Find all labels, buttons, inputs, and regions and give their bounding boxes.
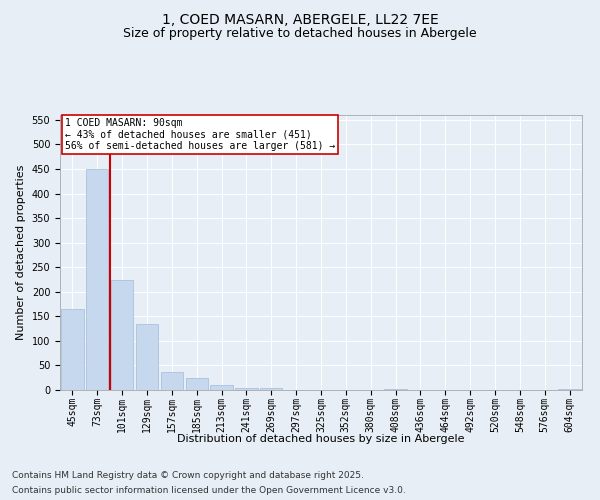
Bar [260,388,283,390]
Y-axis label: Number of detached properties: Number of detached properties [16,165,26,340]
Bar [86,169,109,390]
Text: 1 COED MASARN: 90sqm
← 43% of detached houses are smaller (451)
56% of semi-deta: 1 COED MASARN: 90sqm ← 43% of detached h… [65,118,335,151]
Text: Size of property relative to detached houses in Abergele: Size of property relative to detached ho… [123,28,477,40]
Bar [235,388,257,390]
Text: Contains HM Land Registry data © Crown copyright and database right 2025.: Contains HM Land Registry data © Crown c… [12,471,364,480]
Bar [111,280,133,390]
Bar [385,389,407,390]
Text: Contains public sector information licensed under the Open Government Licence v3: Contains public sector information licen… [12,486,406,495]
X-axis label: Distribution of detached houses by size in Abergele: Distribution of detached houses by size … [177,434,465,444]
Bar [211,385,233,390]
Bar [136,324,158,390]
Bar [61,309,83,390]
Text: 1, COED MASARN, ABERGELE, LL22 7EE: 1, COED MASARN, ABERGELE, LL22 7EE [161,12,439,26]
Bar [185,378,208,390]
Bar [161,372,183,390]
Bar [559,389,581,390]
